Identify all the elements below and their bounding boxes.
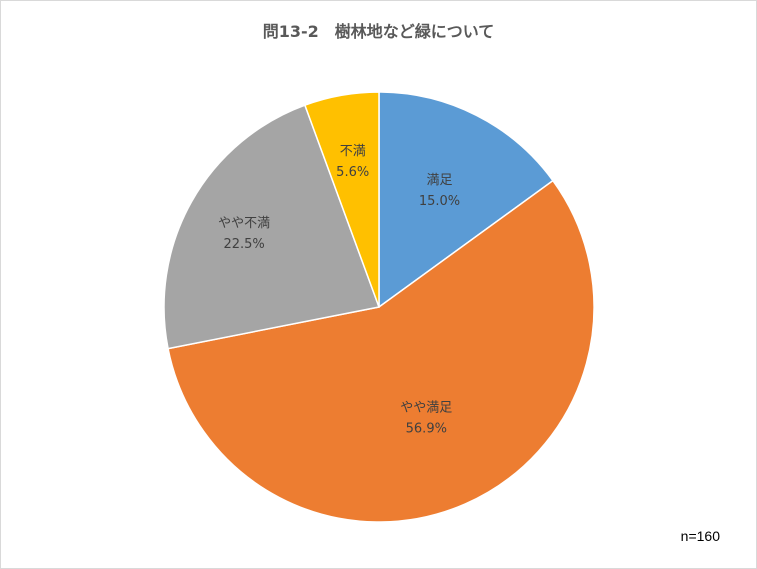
chart-title: 問13-2 樹林地など緑について (262, 22, 495, 41)
slice-value-label-0: 15.0% (419, 194, 460, 209)
sample-size-note: n=160 (680, 528, 720, 544)
pie-slice-3 (303, 91, 380, 308)
slice-label-1: やや満足 (400, 400, 452, 415)
slice-label-2: やや不満 (218, 216, 270, 231)
pie-slice-1 (167, 179, 595, 523)
slice-value-label-1: 56.9% (406, 421, 447, 436)
pie-slice-0 (378, 91, 554, 309)
slice-label-0: 満足 (426, 173, 452, 188)
slice-value-label-2: 22.5% (223, 237, 264, 252)
slice-label-3: 不満 (340, 144, 366, 159)
slice-value-label-3: 5.6% (336, 165, 369, 180)
pie-slice-2 (163, 104, 381, 350)
